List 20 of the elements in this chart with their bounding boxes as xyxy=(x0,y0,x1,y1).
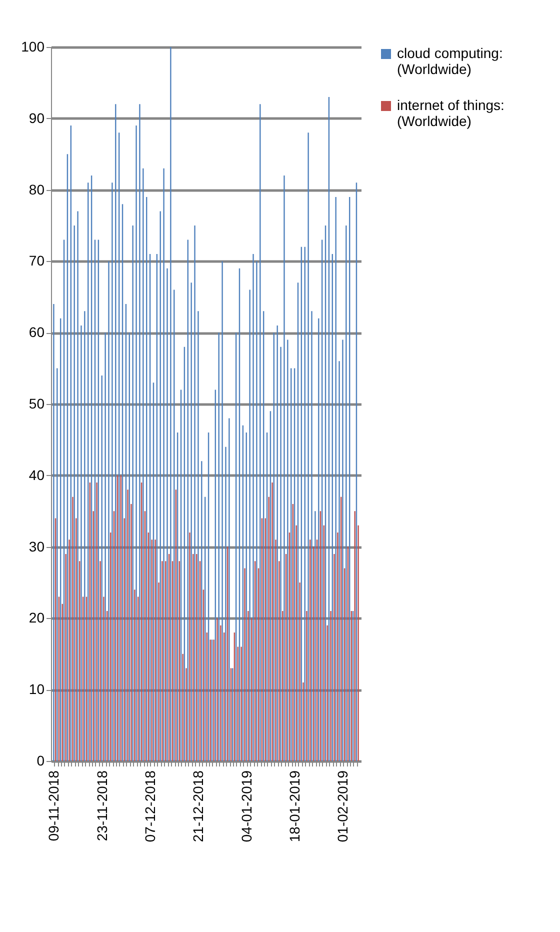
x-tick-label: 09-11-2018 xyxy=(46,770,62,842)
y-tick-label: 60 xyxy=(28,324,45,340)
y-tick-label: 100 xyxy=(21,38,45,54)
y-tick-label: 50 xyxy=(28,396,45,412)
y-tick-label: 70 xyxy=(28,252,45,269)
y-tick-label: 20 xyxy=(28,610,45,626)
y-tick-label: 0 xyxy=(36,752,45,768)
x-tick-label: 07-12-2018 xyxy=(142,770,158,842)
legend-label: cloud computing: (Worldwide) xyxy=(397,45,503,77)
y-tick-label: 80 xyxy=(28,181,45,198)
y-tick-label: 10 xyxy=(28,681,45,698)
x-tick-label: 01-02-2019 xyxy=(334,770,351,842)
x-tick-label: 21-12-2018 xyxy=(190,770,206,842)
legend-label: internet of things: (Worldwide) xyxy=(397,97,504,129)
y-tick-label: 40 xyxy=(28,466,45,483)
y-tick-label: 90 xyxy=(28,110,45,126)
x-tick-label: 04-01-2019 xyxy=(238,770,254,842)
x-tick-label: 18-01-2019 xyxy=(286,770,302,842)
x-tick-label: 23-11-2018 xyxy=(94,770,110,842)
y-tick-label: 30 xyxy=(28,538,45,554)
